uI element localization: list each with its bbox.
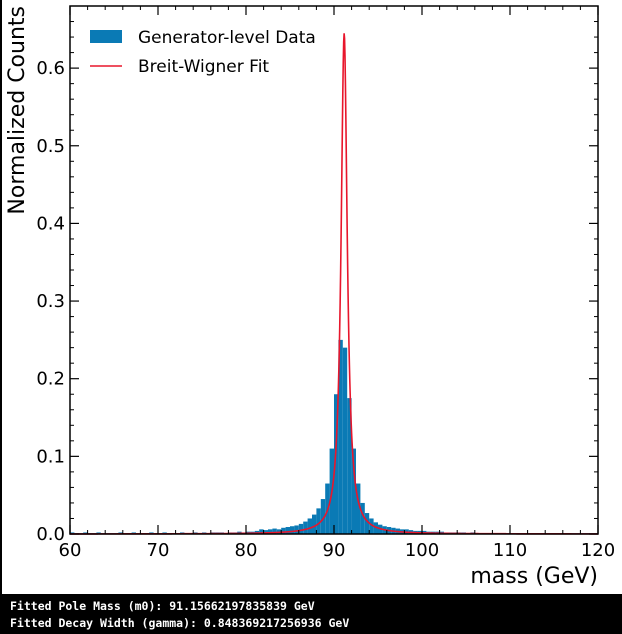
histogram-bar bbox=[360, 502, 365, 534]
histogram-bar bbox=[316, 508, 321, 534]
x-tick-label: 90 bbox=[323, 540, 346, 561]
x-tick-label: 70 bbox=[147, 540, 170, 561]
legend-label-fit: Breit-Wigner Fit bbox=[138, 57, 269, 77]
y-axis-label: Normalized Counts bbox=[5, 6, 30, 215]
legend-swatch-histogram bbox=[90, 30, 122, 43]
histogram-bar bbox=[347, 398, 352, 534]
histogram-bar bbox=[303, 521, 308, 534]
legend: Generator-level Data Breit-Wigner Fit bbox=[90, 28, 316, 77]
y-tick-label: 0.0 bbox=[36, 524, 65, 545]
histogram-bar bbox=[294, 525, 299, 534]
histogram-bar bbox=[369, 518, 374, 534]
histogram-bar bbox=[356, 483, 361, 534]
output-line-pole-mass: Fitted Pole Mass (m0): 91.15662197835839… bbox=[10, 599, 315, 613]
histogram-bar bbox=[263, 530, 268, 534]
histogram-bar bbox=[364, 513, 370, 534]
axis-ticks: 60 70 80 90 100 110 120 0.0 0.1 0.2 0.3 0.4 0.5 0.6 bbox=[36, 6, 615, 561]
chart-svg: 60 70 80 90 100 110 120 0.0 0.1 0.2 0.3 0.4 0.5 0.6 m… bbox=[5, 5, 615, 589]
histogram-bar bbox=[290, 526, 295, 534]
y-tick-label: 0.6 bbox=[36, 58, 65, 79]
histogram-bar bbox=[268, 529, 273, 534]
histogram-bar bbox=[334, 394, 339, 534]
console-output: Fitted Pole Mass (m0): 91.15662197835839… bbox=[0, 594, 622, 634]
histogram-bar bbox=[373, 522, 378, 534]
y-tick-label: 0.2 bbox=[36, 369, 65, 390]
histogram-bar bbox=[281, 527, 286, 534]
x-tick-label: 60 bbox=[59, 540, 82, 561]
histogram-bar bbox=[307, 518, 312, 534]
histogram-bar bbox=[272, 528, 277, 534]
histogram-bar bbox=[342, 347, 348, 534]
y-tick-label: 0.4 bbox=[36, 213, 65, 234]
y-tick-label: 0.3 bbox=[36, 291, 65, 312]
y-tick-label: 0.5 bbox=[36, 136, 65, 157]
x-tick-label: 110 bbox=[493, 540, 527, 561]
histogram-bar bbox=[298, 523, 304, 534]
histogram-bar bbox=[351, 448, 356, 534]
histogram-bars bbox=[70, 339, 598, 534]
x-tick-label: 80 bbox=[235, 540, 258, 561]
histogram-bar bbox=[259, 529, 264, 534]
y-tick-label: 0.1 bbox=[36, 446, 65, 467]
histogram-bar bbox=[312, 514, 317, 534]
histogram-bar bbox=[285, 527, 290, 534]
output-line-decay-width: Fitted Decay Width (gamma): 0.8483692172… bbox=[10, 616, 350, 630]
histogram-bar bbox=[338, 339, 343, 534]
x-tick-label: 120 bbox=[581, 540, 615, 561]
chart-figure: 60 70 80 90 100 110 120 0.0 0.1 0.2 0.3 0.4 0.5 0.6 m… bbox=[0, 0, 616, 594]
histogram-bar bbox=[320, 499, 326, 534]
legend-label-histogram: Generator-level Data bbox=[138, 28, 316, 48]
x-axis-label: mass (GeV) bbox=[470, 564, 598, 589]
x-tick-label: 100 bbox=[405, 540, 439, 561]
figure-edge bbox=[0, 0, 2, 594]
